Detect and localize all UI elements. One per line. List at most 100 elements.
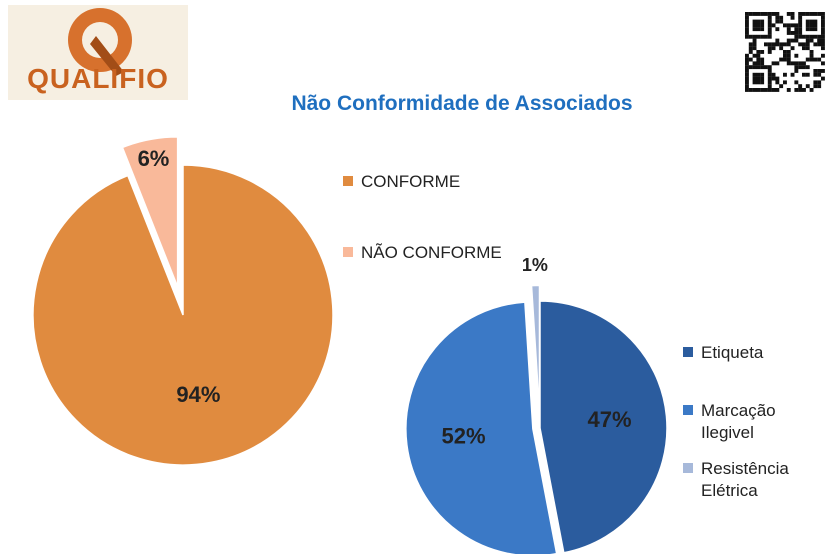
qr-module xyxy=(771,72,776,77)
qr-module xyxy=(779,15,784,20)
qr-module xyxy=(775,15,780,20)
qr-module xyxy=(794,38,799,43)
qr-module xyxy=(798,31,803,35)
qr-module xyxy=(786,88,791,92)
qr-module xyxy=(809,53,814,58)
qr-module xyxy=(821,53,825,58)
qr-module xyxy=(745,27,749,32)
qr-module xyxy=(775,80,780,85)
pie-slice xyxy=(530,284,541,413)
qr-module xyxy=(745,12,749,16)
qr-module xyxy=(798,19,803,24)
qr-module xyxy=(771,76,776,81)
qr-module xyxy=(790,46,795,51)
qr-module xyxy=(756,57,761,62)
qr-module xyxy=(771,46,776,51)
qr-module xyxy=(775,61,780,66)
qr-module xyxy=(813,34,818,39)
qr-module xyxy=(779,42,784,47)
qr-module xyxy=(752,23,757,28)
qr-module xyxy=(821,31,825,35)
qr-module xyxy=(745,31,749,35)
qr-module xyxy=(756,34,761,39)
qr-module xyxy=(745,15,749,20)
qr-module xyxy=(764,88,768,92)
qr-module xyxy=(786,23,791,28)
qr-module xyxy=(745,88,749,92)
qr-module xyxy=(802,42,806,47)
qr-module xyxy=(802,65,806,70)
qr-module xyxy=(794,23,799,28)
qr-module xyxy=(756,72,761,77)
qr-module xyxy=(771,42,776,47)
qr-module xyxy=(805,46,810,51)
qr-module xyxy=(771,12,776,16)
qr-module xyxy=(760,12,765,16)
legend-item: Etiqueta xyxy=(683,342,783,364)
qr-module xyxy=(813,12,818,16)
qr-module xyxy=(775,88,780,92)
qr-module xyxy=(783,53,787,58)
qr-module xyxy=(821,46,825,51)
qr-module xyxy=(805,65,810,70)
qr-module xyxy=(767,72,772,77)
legend-swatch xyxy=(683,463,693,473)
qr-module xyxy=(767,31,772,35)
legend-label: CONFORME xyxy=(361,172,461,191)
qr-module xyxy=(756,53,761,58)
qr-module xyxy=(817,80,822,85)
qr-module xyxy=(809,88,814,92)
qr-module xyxy=(767,88,772,92)
qr-module xyxy=(786,61,791,66)
pie-slice xyxy=(32,164,334,466)
qr-module xyxy=(748,88,753,92)
qr-module xyxy=(783,72,787,77)
legend-label: Resistência Elétrica xyxy=(701,459,789,500)
qr-module xyxy=(760,57,765,62)
qr-module xyxy=(745,34,749,39)
qr-module xyxy=(790,12,795,16)
logo-hole xyxy=(82,22,118,58)
qr-module xyxy=(767,84,772,89)
legend-item: CONFORME xyxy=(343,171,543,193)
qr-module xyxy=(813,57,818,62)
qr-module xyxy=(760,76,765,81)
qr-module xyxy=(821,69,825,73)
qr-module xyxy=(786,53,791,58)
qr-module xyxy=(752,27,757,32)
qr-module xyxy=(813,72,818,77)
qr-module xyxy=(756,65,761,70)
qr-module xyxy=(752,46,757,51)
qr-module xyxy=(786,42,791,47)
qr-module xyxy=(798,65,803,70)
qr-module xyxy=(817,42,822,47)
qr-module xyxy=(767,80,772,85)
qr-module xyxy=(809,19,814,24)
qr-module xyxy=(798,12,803,16)
data-label: 6% xyxy=(138,146,170,171)
legend-swatch xyxy=(683,347,693,357)
qr-module xyxy=(794,34,799,39)
qr-module xyxy=(745,61,749,66)
qr-module xyxy=(790,38,795,43)
data-label: 1% xyxy=(522,255,548,275)
qr-module xyxy=(752,80,757,85)
qr-module xyxy=(748,46,753,51)
qr-module xyxy=(748,50,753,54)
qr-module xyxy=(798,88,803,92)
qr-module xyxy=(745,80,749,85)
qr-module xyxy=(798,34,803,39)
qr-module xyxy=(752,12,757,16)
qr-module xyxy=(809,38,814,43)
qr-module xyxy=(809,27,814,32)
qr-module xyxy=(798,27,803,32)
qr-module xyxy=(790,72,795,77)
qr-module xyxy=(767,69,772,73)
legend-swatch xyxy=(343,176,353,186)
pie-slice xyxy=(539,300,668,554)
qr-module xyxy=(752,88,757,92)
qr-module xyxy=(821,27,825,32)
qr-module xyxy=(767,46,772,51)
qr-module xyxy=(817,38,822,43)
